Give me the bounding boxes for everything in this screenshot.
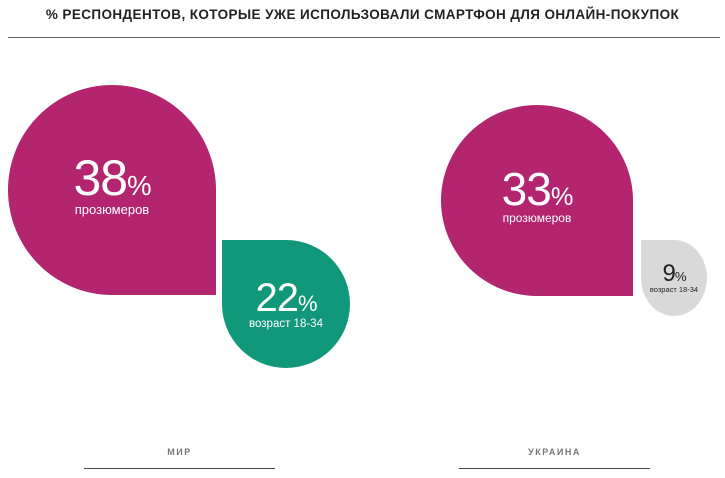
group-baseline-ukraine: [459, 468, 650, 469]
value: 9: [662, 259, 675, 287]
group-label-ukraine: УКРАИНА: [528, 447, 581, 457]
bubble-label: прозюмеров: [74, 201, 150, 217]
unit: %: [297, 290, 318, 316]
unit: %: [127, 169, 151, 201]
bubble-world-18-34: 22% возраст 18-34: [222, 240, 350, 368]
value: 38: [73, 149, 128, 206]
title-divider: [8, 37, 720, 38]
bubble-label: прозюмеров: [502, 210, 572, 225]
unit: %: [674, 268, 687, 284]
bubble-label: возраст 18-34: [249, 317, 323, 330]
group-baseline-world: [84, 468, 275, 469]
value: 22: [255, 275, 298, 320]
bubble-ukraine-18-34: 9% возраст 18-34: [641, 240, 707, 316]
bubble-world-prosumers: 38% прозюмеров: [8, 85, 216, 295]
chart-title: % РЕСПОНДЕНТОВ, КОТОРЫЕ УЖЕ ИСПОЛЬЗОВАЛИ…: [45, 7, 680, 22]
bubble-ukraine-prosumers: 33% прозюмеров: [441, 105, 633, 296]
value: 33: [501, 162, 552, 215]
bubble-label: возраст 18-34: [649, 284, 699, 294]
unit: %: [550, 182, 573, 211]
group-label-world: МИР: [167, 447, 192, 457]
